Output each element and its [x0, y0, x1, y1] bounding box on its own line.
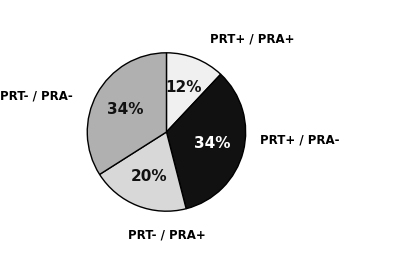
Wedge shape — [99, 132, 186, 211]
Text: 34%: 34% — [107, 102, 143, 117]
Wedge shape — [166, 74, 246, 209]
Text: 34%: 34% — [194, 136, 231, 151]
Text: PRT- / PRA+: PRT- / PRA+ — [128, 228, 205, 242]
Text: 12%: 12% — [166, 80, 202, 95]
Text: PRT+ / PRA-: PRT+ / PRA- — [260, 133, 339, 147]
Text: PRT- / PRA-: PRT- / PRA- — [0, 90, 73, 103]
Wedge shape — [87, 53, 166, 175]
Text: PRT+ / PRA+: PRT+ / PRA+ — [210, 32, 294, 45]
Wedge shape — [166, 53, 221, 132]
Text: 20%: 20% — [131, 169, 167, 184]
